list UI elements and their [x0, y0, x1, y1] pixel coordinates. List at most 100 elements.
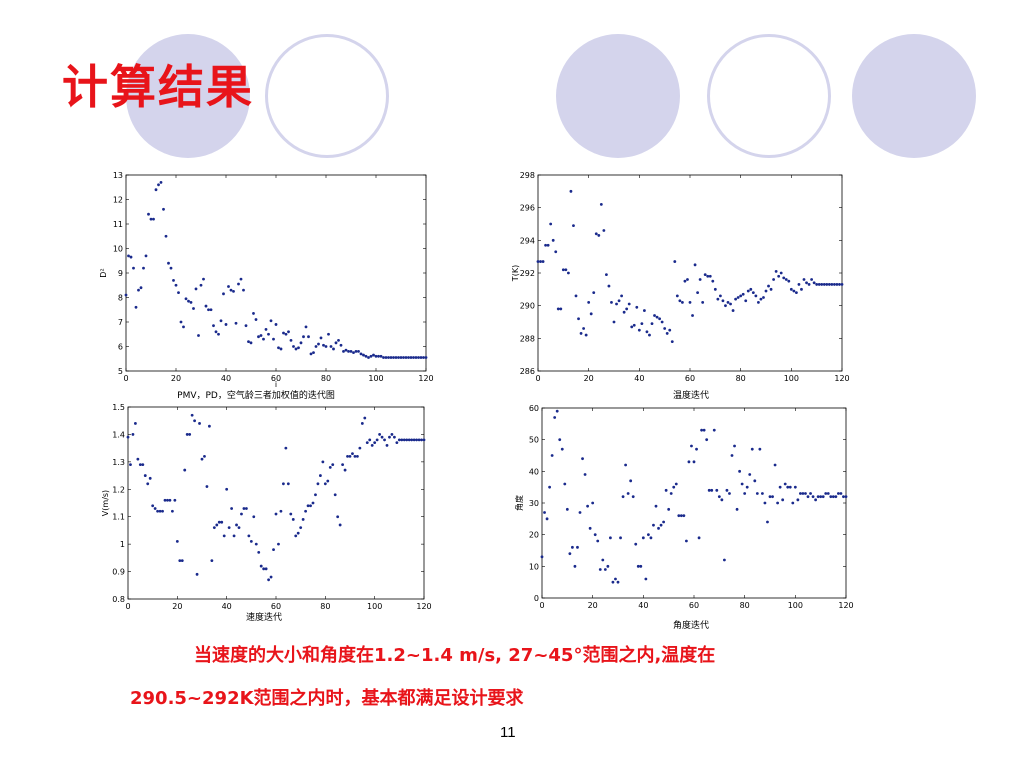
data-point: [791, 501, 795, 505]
x-tick-label: 40: [638, 601, 648, 610]
data-point: [764, 289, 768, 293]
data-point: [824, 492, 828, 495]
data-point: [395, 441, 399, 445]
x-tick-label: 0: [539, 601, 544, 610]
data-point: [309, 504, 312, 508]
data-point: [139, 286, 143, 290]
data-point: [296, 531, 300, 535]
data-point: [168, 498, 172, 502]
data-point: [185, 433, 189, 436]
y-axis-label: 角度: [514, 495, 524, 511]
data-point: [404, 356, 408, 359]
data-point: [169, 266, 173, 270]
data-point: [172, 278, 175, 282]
data-point: [730, 454, 734, 457]
data-point: [412, 356, 415, 359]
data-point: [655, 315, 659, 319]
y-tick-label: 1.4: [112, 430, 125, 439]
data-point: [242, 288, 245, 292]
data-point: [652, 523, 655, 527]
data-point: [766, 520, 769, 524]
data-point: [786, 485, 790, 489]
data-point: [332, 347, 335, 351]
x-tick-label: 0: [125, 602, 130, 611]
data-point: [219, 319, 223, 323]
data-point: [397, 356, 400, 359]
data-point: [776, 501, 779, 505]
data-point: [723, 558, 726, 562]
data-point: [602, 229, 606, 232]
data-point: [149, 217, 153, 221]
data-point: [779, 271, 783, 275]
data-point: [536, 260, 540, 263]
chart-panel-weighted: 0 20 40 60 80 100 120 5 6 7 8 9 10 11 12 13 D² i PMV，PD，空气…: [96, 165, 446, 405]
data-point: [299, 341, 303, 345]
y-axis-label: V(m/s): [101, 490, 110, 516]
chart-panel-angle: 0 20 40 60 80 100 120 0 10 20 30 40 50 60 角度 角度迭代: [506, 398, 856, 634]
y-tick-label: 11: [113, 220, 123, 229]
chart-caption: 温度迭代: [673, 389, 709, 401]
data-point: [356, 454, 359, 458]
data-point: [782, 276, 786, 280]
data-point: [834, 495, 838, 499]
x-tick-label: 40: [634, 374, 644, 383]
data-point: [605, 273, 608, 277]
data-point: [294, 534, 298, 538]
data-point: [175, 540, 179, 543]
data-point: [341, 463, 344, 466]
data-point: [728, 492, 731, 495]
data-point: [272, 337, 275, 341]
data-point: [204, 304, 208, 308]
data-point: [810, 278, 813, 281]
data-point: [399, 356, 403, 359]
data-point: [277, 542, 280, 546]
data-point: [195, 572, 199, 576]
data-point: [809, 492, 812, 495]
data-point: [581, 457, 584, 461]
data-point: [777, 274, 781, 278]
data-point: [229, 288, 233, 292]
x-tick-label: 80: [740, 601, 750, 610]
data-point: [660, 320, 664, 324]
data-point: [344, 348, 348, 352]
data-point: [208, 424, 211, 428]
data-point: [357, 350, 360, 353]
data-point: [634, 542, 638, 546]
velocity-iteration-chart: 0 20 40 60 80 100 120 0.8 0.9 1 1.1 1.2 1.3 1.4 1.5 V(m…: [101, 403, 432, 623]
y-axis-label: D²: [99, 268, 108, 277]
data-point: [222, 534, 226, 538]
data-point: [419, 356, 423, 359]
data-point: [124, 293, 128, 297]
data-point: [370, 444, 374, 447]
data-point: [611, 580, 615, 584]
data-point: [548, 485, 551, 489]
data-point: [572, 224, 575, 228]
data-point: [584, 333, 588, 337]
data-point: [553, 416, 557, 419]
data-point: [649, 536, 653, 540]
data-point: [234, 321, 238, 325]
y-tick-label: 12: [113, 196, 123, 205]
x-tick-label: 20: [588, 601, 598, 610]
data-point: [708, 274, 712, 278]
data-point: [587, 301, 591, 304]
data-point: [414, 356, 418, 359]
data-point: [297, 346, 300, 350]
data-point: [190, 413, 194, 417]
data-point: [631, 495, 635, 499]
chart-2-points: [126, 413, 426, 582]
data-point: [788, 485, 792, 489]
data-point: [164, 234, 168, 238]
data-point: [591, 501, 595, 505]
data-point: [215, 523, 219, 527]
x-tick-label: 20: [171, 374, 181, 383]
data-point: [546, 243, 550, 247]
data-point: [383, 438, 386, 442]
data-point: [726, 301, 730, 304]
data-point: [703, 273, 707, 277]
data-point: [686, 278, 689, 281]
data-point: [801, 492, 805, 495]
data-point: [126, 435, 130, 439]
weighted-iteration-chart: 0 20 40 60 80 100 120 5 6 7 8 9 10 11 12 13 D² iPMV，PD，空气…: [99, 171, 434, 401]
data-point: [821, 495, 825, 499]
